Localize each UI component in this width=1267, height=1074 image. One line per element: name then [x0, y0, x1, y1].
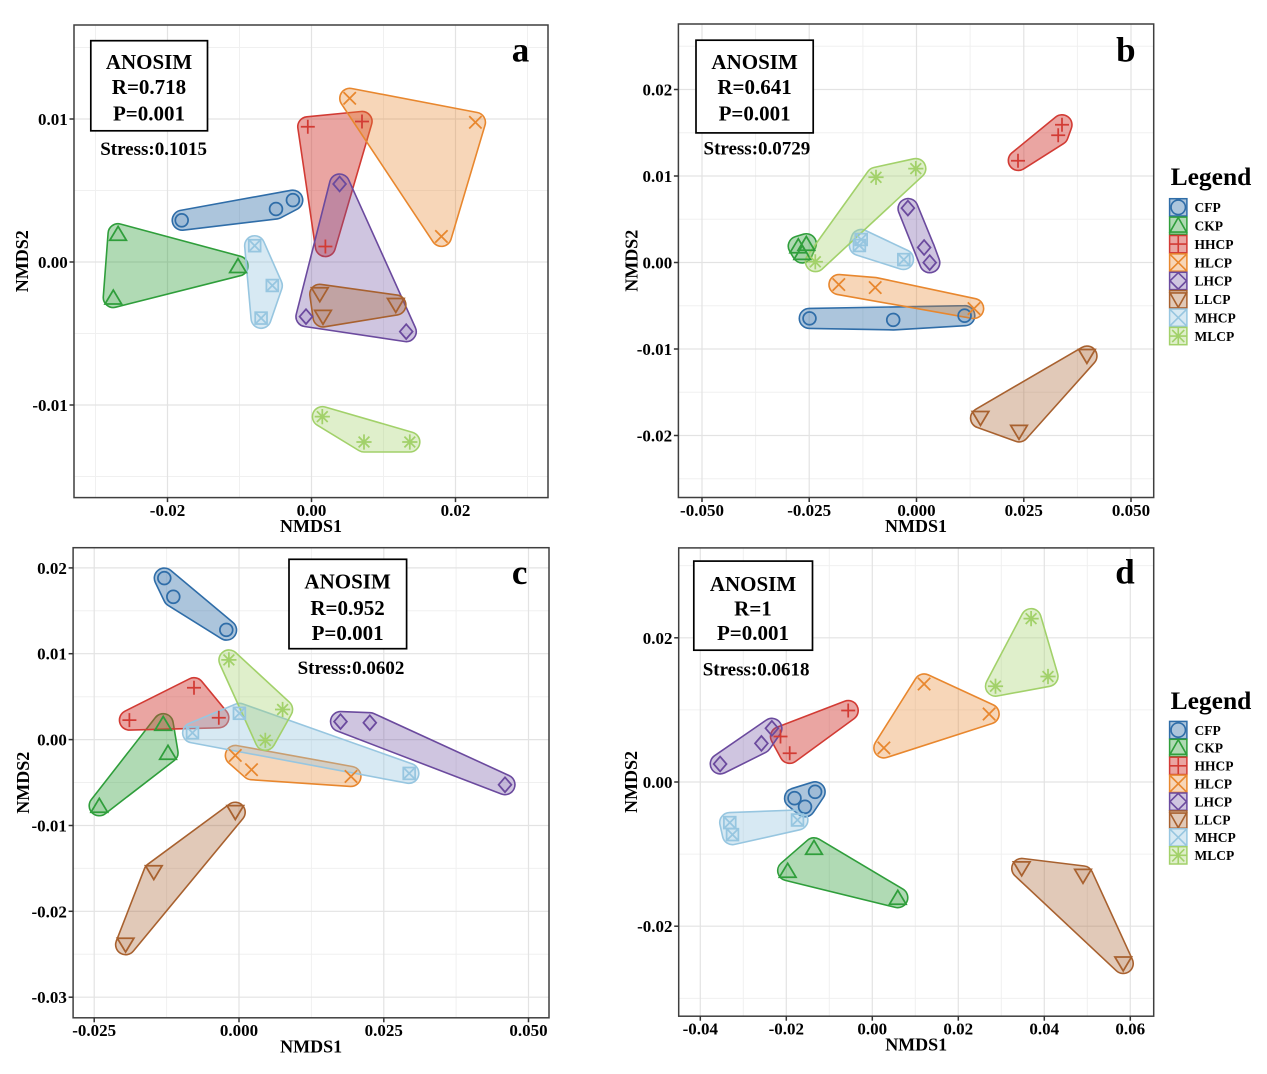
svg-text:CFP: CFP — [1195, 723, 1221, 738]
svg-text:NMDS1: NMDS1 — [885, 516, 947, 536]
svg-text:0.02: 0.02 — [642, 81, 672, 100]
svg-text:0.02: 0.02 — [643, 629, 673, 648]
svg-text:0.02: 0.02 — [37, 559, 67, 578]
svg-text:0.025: 0.025 — [365, 1021, 403, 1040]
svg-text:-0.04: -0.04 — [683, 1020, 719, 1039]
svg-text:NMDS1: NMDS1 — [885, 1035, 947, 1055]
svg-text:R=0.641: R=0.641 — [717, 75, 791, 99]
svg-text:HLCP: HLCP — [1195, 777, 1233, 792]
svg-text:LHCP: LHCP — [1195, 794, 1233, 809]
svg-text:0.00: 0.00 — [642, 254, 672, 273]
svg-text:-0.025: -0.025 — [72, 1021, 116, 1040]
svg-text:-0.025: -0.025 — [787, 501, 831, 520]
svg-text:P=0.001: P=0.001 — [717, 621, 789, 645]
svg-text:HLCP: HLCP — [1195, 255, 1233, 270]
svg-text:MLCP: MLCP — [1195, 329, 1235, 344]
svg-text:Stress:0.1015: Stress:0.1015 — [100, 139, 207, 160]
svg-text:-0.02: -0.02 — [769, 1020, 804, 1039]
svg-text:Stress:0.0602: Stress:0.0602 — [298, 658, 405, 679]
svg-text:CKP: CKP — [1195, 219, 1224, 234]
svg-text:0.00: 0.00 — [643, 773, 673, 792]
svg-text:MHCP: MHCP — [1195, 830, 1236, 845]
svg-text:R=1: R=1 — [734, 597, 772, 621]
svg-text:P=0.001: P=0.001 — [312, 621, 384, 645]
svg-text:NMDS2: NMDS2 — [621, 751, 641, 813]
svg-text:-0.01: -0.01 — [637, 340, 672, 359]
svg-text:0.01: 0.01 — [38, 110, 68, 129]
svg-text:ANOSIM: ANOSIM — [710, 572, 797, 596]
svg-text:R=0.718: R=0.718 — [112, 75, 186, 99]
svg-text:0.02: 0.02 — [441, 501, 471, 520]
svg-text:HHCP: HHCP — [1195, 759, 1234, 774]
svg-text:NMDS2: NMDS2 — [13, 752, 33, 814]
svg-text:-0.050: -0.050 — [680, 501, 724, 520]
svg-text:d: d — [1115, 553, 1135, 592]
svg-text:0.050: 0.050 — [509, 1021, 547, 1040]
svg-text:0.000: 0.000 — [220, 1021, 258, 1040]
svg-text:R=0.952: R=0.952 — [310, 596, 384, 620]
svg-text:Stress:0.0618: Stress:0.0618 — [703, 660, 810, 681]
svg-text:NMDS2: NMDS2 — [12, 230, 32, 292]
svg-text:-0.02: -0.02 — [150, 501, 185, 520]
svg-text:Stress:0.0729: Stress:0.0729 — [704, 139, 811, 160]
svg-text:LLCP: LLCP — [1195, 812, 1231, 827]
svg-text:0.06: 0.06 — [1115, 1020, 1145, 1039]
svg-text:-0.02: -0.02 — [637, 917, 672, 936]
svg-text:0.02: 0.02 — [943, 1020, 973, 1039]
svg-text:0.00: 0.00 — [38, 253, 68, 272]
svg-text:-0.01: -0.01 — [31, 817, 66, 836]
svg-text:0.04: 0.04 — [1029, 1020, 1059, 1039]
svg-text:MLCP: MLCP — [1195, 848, 1235, 863]
svg-text:0.00: 0.00 — [857, 1020, 887, 1039]
svg-text:b: b — [1116, 31, 1135, 70]
svg-text:HHCP: HHCP — [1195, 237, 1234, 252]
svg-text:ANOSIM: ANOSIM — [106, 50, 193, 74]
svg-text:0.050: 0.050 — [1112, 501, 1150, 520]
svg-text:P=0.001: P=0.001 — [719, 101, 791, 125]
svg-text:NMDS1: NMDS1 — [280, 1036, 342, 1056]
svg-text:CKP: CKP — [1195, 741, 1224, 756]
svg-text:Legend: Legend — [1171, 686, 1252, 715]
svg-text:a: a — [512, 31, 530, 70]
svg-text:LHCP: LHCP — [1195, 274, 1233, 289]
svg-text:-0.02: -0.02 — [31, 902, 66, 921]
svg-text:-0.02: -0.02 — [637, 427, 672, 446]
svg-text:0.025: 0.025 — [1005, 501, 1043, 520]
svg-text:0.000: 0.000 — [897, 501, 935, 520]
svg-text:MHCP: MHCP — [1195, 310, 1236, 325]
svg-text:0.01: 0.01 — [642, 167, 672, 186]
svg-text:ANOSIM: ANOSIM — [711, 50, 798, 74]
svg-text:0.00: 0.00 — [297, 501, 327, 520]
svg-text:0.01: 0.01 — [37, 645, 67, 664]
svg-text:CFP: CFP — [1195, 200, 1221, 215]
svg-text:Legend: Legend — [1171, 162, 1252, 191]
svg-text:ANOSIM: ANOSIM — [304, 570, 391, 594]
svg-text:NMDS1: NMDS1 — [280, 516, 342, 536]
svg-text:c: c — [512, 553, 528, 592]
svg-text:-0.03: -0.03 — [31, 988, 66, 1007]
svg-text:-0.01: -0.01 — [32, 396, 67, 415]
svg-text:NMDS2: NMDS2 — [622, 230, 642, 292]
svg-text:0.00: 0.00 — [37, 731, 67, 750]
svg-text:LLCP: LLCP — [1195, 292, 1231, 307]
svg-text:P=0.001: P=0.001 — [113, 101, 185, 125]
